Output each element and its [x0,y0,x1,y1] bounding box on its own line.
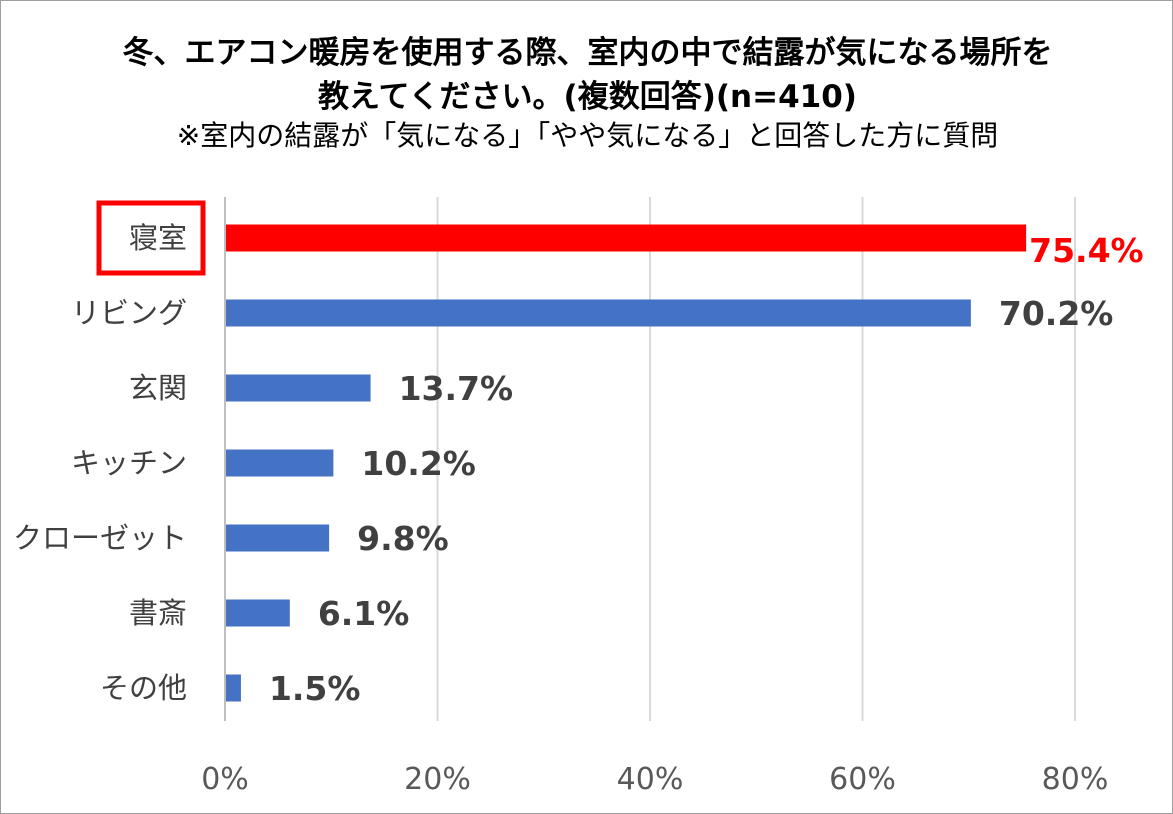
category-label: 書斎 [129,596,187,630]
category-label: 玄関 [129,371,187,405]
bar [225,299,971,327]
x-tick-label: 80% [1042,762,1109,797]
data-label: 1.5% [269,669,361,708]
bar [225,599,290,627]
highlight-box [96,200,206,276]
data-label: 6.1% [318,594,410,633]
bar [225,224,1027,252]
data-label: 10.2% [361,444,476,483]
chart-title-line1: 冬、エアコン暖房を使用する際、室内の中で結露が気になる場所を [122,35,1053,71]
category-label: キッチン [71,446,187,480]
category-label: 寝室 [129,221,187,255]
bar [225,374,371,402]
data-label: 13.7% [399,369,514,408]
chart-title-line2: 教えてください。(複数回答)(n=410) [318,79,857,115]
category-label: その他 [100,671,187,705]
category-label: リビング [71,296,187,330]
x-tick-label: 60% [829,762,896,797]
chart-subtitle: ※室内の結露が「気になる」「やや気になる」と回答した方に質問 [176,119,999,152]
bar [225,674,241,702]
data-label: 75.4% [1029,231,1144,270]
x-tick-label: 20% [404,762,471,797]
data-label: 9.8% [357,519,449,558]
x-tick-label: 40% [617,762,684,797]
bar [225,449,334,477]
category-label: クローゼット [13,521,187,555]
data-label: 70.2% [999,294,1114,333]
bar [225,524,330,552]
x-tick-label: 0% [201,762,249,797]
